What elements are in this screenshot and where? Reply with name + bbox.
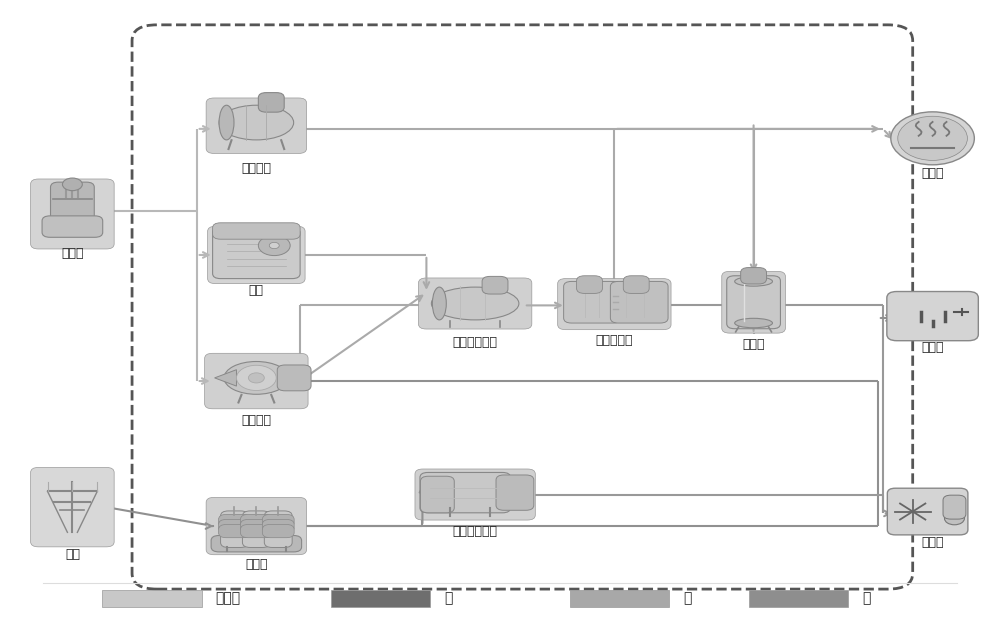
FancyBboxPatch shape <box>31 467 114 547</box>
Ellipse shape <box>224 361 289 394</box>
FancyBboxPatch shape <box>262 520 294 533</box>
Ellipse shape <box>431 287 519 320</box>
FancyBboxPatch shape <box>240 525 272 537</box>
Polygon shape <box>215 370 236 386</box>
Text: 燃气网: 燃气网 <box>61 247 84 260</box>
FancyBboxPatch shape <box>722 272 785 333</box>
FancyBboxPatch shape <box>415 469 535 520</box>
FancyBboxPatch shape <box>482 277 508 294</box>
FancyBboxPatch shape <box>213 223 300 239</box>
FancyBboxPatch shape <box>277 365 311 391</box>
Ellipse shape <box>735 318 772 328</box>
FancyBboxPatch shape <box>262 525 294 537</box>
Circle shape <box>891 112 974 165</box>
Text: 冷负荷: 冷负荷 <box>921 536 944 549</box>
Ellipse shape <box>735 277 772 286</box>
Text: 储热罐: 储热罐 <box>742 338 765 351</box>
Bar <box>570 590 669 607</box>
Text: 冷: 冷 <box>862 591 870 605</box>
Text: 电负荷: 电负荷 <box>921 341 944 354</box>
FancyBboxPatch shape <box>31 179 114 249</box>
Circle shape <box>62 178 82 191</box>
FancyBboxPatch shape <box>240 515 272 528</box>
Text: 燃气锅炉: 燃气锅炉 <box>241 162 271 175</box>
FancyBboxPatch shape <box>558 279 671 329</box>
Text: 热负荷: 热负荷 <box>921 167 944 180</box>
FancyBboxPatch shape <box>564 282 621 323</box>
Ellipse shape <box>219 105 234 140</box>
FancyBboxPatch shape <box>610 282 668 323</box>
FancyBboxPatch shape <box>206 497 307 555</box>
FancyBboxPatch shape <box>242 511 270 548</box>
Text: 变压器: 变压器 <box>245 558 268 570</box>
Bar <box>102 590 202 607</box>
Text: 热泵: 热泵 <box>249 284 264 297</box>
FancyBboxPatch shape <box>420 476 454 513</box>
FancyBboxPatch shape <box>420 473 510 513</box>
FancyBboxPatch shape <box>727 276 780 329</box>
FancyBboxPatch shape <box>741 268 767 284</box>
Bar <box>331 590 430 607</box>
FancyBboxPatch shape <box>577 276 602 293</box>
FancyBboxPatch shape <box>219 515 250 528</box>
FancyBboxPatch shape <box>240 520 272 533</box>
Bar <box>749 590 848 607</box>
Text: 余热回收装置: 余热回收装置 <box>453 336 498 349</box>
FancyBboxPatch shape <box>205 354 308 409</box>
Circle shape <box>898 116 967 160</box>
FancyBboxPatch shape <box>211 536 302 552</box>
Text: 电: 电 <box>444 591 453 605</box>
FancyBboxPatch shape <box>219 525 250 537</box>
Text: 电网: 电网 <box>65 548 80 561</box>
Circle shape <box>236 365 276 391</box>
FancyBboxPatch shape <box>213 228 300 279</box>
FancyBboxPatch shape <box>208 226 305 284</box>
FancyBboxPatch shape <box>219 520 250 533</box>
FancyBboxPatch shape <box>418 278 532 329</box>
Text: 热: 热 <box>683 591 691 605</box>
Text: 电制冷离心机: 电制冷离心机 <box>453 525 498 538</box>
FancyBboxPatch shape <box>887 291 978 341</box>
FancyBboxPatch shape <box>221 511 248 548</box>
Circle shape <box>258 235 290 256</box>
FancyBboxPatch shape <box>206 98 307 153</box>
FancyBboxPatch shape <box>51 182 94 233</box>
Text: 燃气轮机: 燃气轮机 <box>241 414 271 427</box>
Ellipse shape <box>219 105 294 140</box>
FancyBboxPatch shape <box>262 515 294 528</box>
FancyBboxPatch shape <box>943 495 966 519</box>
Circle shape <box>248 373 264 383</box>
FancyBboxPatch shape <box>496 475 534 510</box>
Circle shape <box>945 512 964 525</box>
Ellipse shape <box>432 287 446 320</box>
FancyBboxPatch shape <box>42 216 103 237</box>
FancyBboxPatch shape <box>623 276 649 293</box>
FancyBboxPatch shape <box>887 488 968 535</box>
FancyBboxPatch shape <box>258 93 284 112</box>
Text: 天然气: 天然气 <box>216 591 241 605</box>
FancyBboxPatch shape <box>264 511 292 548</box>
Circle shape <box>269 242 279 249</box>
Text: 溴化锂机组: 溴化锂机组 <box>596 335 633 347</box>
